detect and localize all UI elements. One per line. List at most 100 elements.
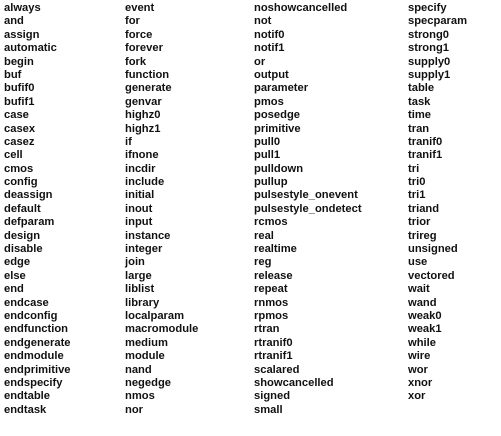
keyword: endtable xyxy=(4,390,51,403)
keyword: config xyxy=(4,176,38,189)
keyword: while xyxy=(408,336,436,349)
keyword: endprimitive xyxy=(4,363,71,376)
keyword: endspecify xyxy=(4,376,63,389)
keyword-column-2: event for force forever fork function generate… xyxy=(125,2,198,417)
keyword: wire xyxy=(408,350,431,363)
keyword: time xyxy=(408,109,432,122)
keyword: assign xyxy=(4,28,40,41)
keyword: event xyxy=(125,2,155,14)
keyword: strong1 xyxy=(408,42,450,55)
keyword: fork xyxy=(125,55,147,68)
keyword: localparam xyxy=(125,309,185,322)
keyword: instance xyxy=(125,229,171,242)
keyword: scalared xyxy=(254,363,300,376)
keyword: default xyxy=(4,202,41,215)
keyword: trior xyxy=(408,216,431,229)
keyword: pmos xyxy=(254,95,284,108)
keyword: endfunction xyxy=(4,323,69,336)
keyword: primitive xyxy=(254,122,301,135)
keyword: release xyxy=(254,269,293,282)
keyword: endconfig xyxy=(4,309,58,322)
keyword: rtran xyxy=(254,323,280,336)
keyword: deassign xyxy=(4,189,53,202)
keyword: macromodule xyxy=(125,323,199,336)
keyword: tranif0 xyxy=(408,135,443,148)
keyword: negedge xyxy=(125,376,172,389)
keyword: rcmos xyxy=(254,216,288,229)
keyword: tran xyxy=(408,122,430,135)
keyword: tranif1 xyxy=(408,149,443,162)
keyword: integer xyxy=(125,243,163,256)
keyword-column-4: specify specparam strong0 strong1 supply0 sup… xyxy=(408,2,467,404)
keyword: bufif0 xyxy=(4,82,35,95)
keyword: casez xyxy=(4,135,35,148)
keyword: for xyxy=(125,15,140,28)
keyword: design xyxy=(4,229,41,242)
keyword: use xyxy=(408,256,428,269)
keyword-column-1: always and assign automatic begin buf bufif0 bu… xyxy=(4,2,71,417)
keyword: repeat xyxy=(254,283,288,296)
keyword: casex xyxy=(4,122,36,135)
keyword: notif1 xyxy=(254,42,285,55)
keyword: input xyxy=(125,216,153,229)
keyword: output xyxy=(254,68,289,81)
keyword: not xyxy=(254,15,272,28)
keyword: inout xyxy=(125,202,153,215)
keyword: notif0 xyxy=(254,28,285,41)
keyword: trireg xyxy=(408,229,437,242)
keyword: small xyxy=(254,403,283,416)
keyword: automatic xyxy=(4,42,57,55)
keyword: case xyxy=(4,109,29,122)
keyword: xor xyxy=(408,390,426,403)
keyword: vectored xyxy=(408,269,455,282)
keyword: specparam xyxy=(408,15,468,28)
keyword: pull0 xyxy=(254,135,281,148)
keyword: pulldown xyxy=(254,162,304,175)
keyword: generate xyxy=(125,82,172,95)
keyword: nmos xyxy=(125,390,155,403)
keyword: edge xyxy=(4,256,31,269)
keyword: reg xyxy=(254,256,272,269)
keyword: tri1 xyxy=(408,189,426,202)
keyword: highz0 xyxy=(125,109,161,122)
keyword: nor xyxy=(125,403,144,416)
keyword-column-3: noshowcancelled not notif0 notif1 or output pa… xyxy=(254,2,362,417)
keyword: initial xyxy=(125,189,155,202)
keyword: library xyxy=(125,296,160,309)
keyword: supply1 xyxy=(408,68,451,81)
keyword: buf xyxy=(4,68,22,81)
keyword: join xyxy=(125,256,145,269)
keyword: nand xyxy=(125,363,152,376)
keyword: ifnone xyxy=(125,149,159,162)
keyword: real xyxy=(254,229,274,242)
keyword: supply0 xyxy=(408,55,451,68)
keyword: signed xyxy=(254,390,291,403)
keyword: begin xyxy=(4,55,34,68)
keyword: if xyxy=(125,135,132,148)
keyword: pulsestyle_onevent xyxy=(254,189,358,202)
keyword: include xyxy=(125,176,165,189)
keyword: realtime xyxy=(254,243,297,256)
keyword: pullup xyxy=(254,176,288,189)
keyword: specify xyxy=(408,2,447,14)
keyword: forever xyxy=(125,42,163,55)
keyword: unsigned xyxy=(408,243,458,256)
keyword: pull1 xyxy=(254,149,281,162)
keyword: wand xyxy=(408,296,437,309)
keyword: incdir xyxy=(125,162,156,175)
keyword: bufif1 xyxy=(4,95,35,108)
keyword: highz1 xyxy=(125,122,161,135)
keyword: endgenerate xyxy=(4,336,71,349)
keyword: rpmos xyxy=(254,309,289,322)
keyword: pulsestyle_ondetect xyxy=(254,202,362,215)
keyword: noshowcancelled xyxy=(254,2,348,14)
keyword: wor xyxy=(408,363,428,376)
keyword: function xyxy=(125,68,170,81)
keyword: end xyxy=(4,283,24,296)
keyword: cell xyxy=(4,149,23,162)
keyword: genvar xyxy=(125,95,162,108)
keyword: weak0 xyxy=(408,309,442,322)
keyword: defparam xyxy=(4,216,55,229)
keyword: else xyxy=(4,269,26,282)
